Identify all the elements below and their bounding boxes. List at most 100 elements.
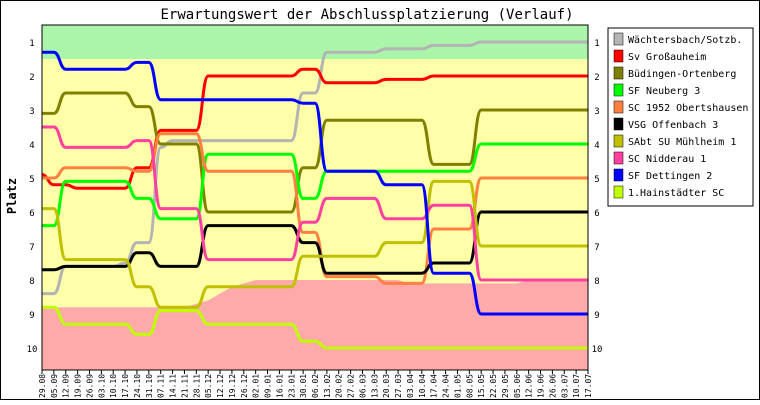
series-line-2 xyxy=(42,91,588,214)
series-line-4 xyxy=(42,132,588,285)
x-tick-label: 17.04 xyxy=(430,374,439,398)
series-line-9 xyxy=(42,305,588,350)
x-tick-label: 26.12 xyxy=(240,374,249,398)
legend-swatch xyxy=(613,185,624,199)
x-tick-label: 17.10 xyxy=(121,374,130,398)
legend-swatch xyxy=(613,151,624,165)
chart-title: Erwartungswert der Abschlussplatzierung … xyxy=(160,7,573,23)
legend-label: Büdingen-Ortenberg xyxy=(628,69,736,80)
x-tick-label: 29.05 xyxy=(501,374,510,398)
x-tick-label: 05.12 xyxy=(204,374,213,398)
y-tick-label-left: 10 xyxy=(27,345,38,355)
x-tick-label: 13.02 xyxy=(323,374,332,398)
y-tick-label-right: 1 xyxy=(594,39,599,49)
x-tick-label: 08.05 xyxy=(465,374,474,398)
x-tick-label: 19.09 xyxy=(74,374,83,398)
legend-label: SC 1952 Obertshausen xyxy=(628,103,748,114)
y-tick-label-left: 6 xyxy=(29,209,34,219)
y-tick-label-right: 2 xyxy=(594,73,599,83)
x-tick-label: 27.02 xyxy=(347,374,356,398)
x-tick-label: 13.03 xyxy=(370,374,379,398)
series-line-5 xyxy=(42,210,588,275)
x-tick-label: 19.06 xyxy=(537,374,546,398)
series-line-8 xyxy=(42,50,588,316)
x-tick-label: 10.07 xyxy=(572,374,581,398)
x-tick-label: 31.10 xyxy=(145,374,154,398)
y-tick-label-right: 7 xyxy=(594,243,599,253)
x-tick-label: 19.12 xyxy=(228,374,237,398)
y-tick-label-left: 2 xyxy=(29,73,34,83)
series-line-0 xyxy=(41,40,588,296)
y-tick-label-left: 1 xyxy=(29,39,34,49)
x-tick-label: 02.01 xyxy=(252,374,261,398)
legend-swatch xyxy=(613,66,624,80)
x-tick-label: 01.05 xyxy=(453,374,462,398)
legend-label: SF Neuberg 3 xyxy=(628,86,700,97)
legend-label: SC Nidderau 1 xyxy=(628,154,706,165)
y-tick-label-right: 10 xyxy=(592,345,603,355)
x-tick-label: 03.04 xyxy=(406,374,415,398)
y-tick-label-right: 5 xyxy=(594,175,599,185)
series-lines xyxy=(41,40,588,350)
series-line-3 xyxy=(42,142,588,228)
legend-box xyxy=(607,27,754,207)
y-tick-label-right: 6 xyxy=(594,209,599,219)
legend-label: SAbt SU Mühlheim 1 xyxy=(628,137,736,148)
y-tick-label-right: 8 xyxy=(594,277,599,287)
zone-mid xyxy=(42,59,588,308)
x-tick-label: 03.10 xyxy=(97,374,106,398)
y-tick-label-left: 4 xyxy=(29,141,34,151)
y-tick-label-left: 9 xyxy=(29,311,34,321)
x-tick-label: 28.11 xyxy=(192,374,201,398)
legend-swatch xyxy=(613,100,624,114)
x-tick-label: 26.06 xyxy=(548,374,557,398)
y-tick-label-right: 9 xyxy=(594,311,599,321)
x-tick-label: 22.05 xyxy=(489,374,498,398)
legend-label: 1.Hainstädter SC xyxy=(628,188,724,199)
x-tick-label: 23.01 xyxy=(287,374,296,398)
x-tick-label: 03.07 xyxy=(560,374,569,398)
x-tick-label: 26.09 xyxy=(85,374,94,398)
legend-label: Sv Großauheim xyxy=(628,52,706,63)
x-tick-label: 20.02 xyxy=(335,374,344,398)
x-tick-label: 05.09 xyxy=(50,374,59,398)
x-tick-label: 10.04 xyxy=(418,374,427,398)
y-tick-label-left: 8 xyxy=(29,277,34,287)
x-tick-label: 09.01 xyxy=(264,374,273,398)
x-tick-label: 24.04 xyxy=(442,374,451,398)
legend-swatch xyxy=(613,168,624,182)
y-tick-label-right: 4 xyxy=(594,141,599,151)
legend-swatch xyxy=(613,49,624,63)
y-tick-label-left: 3 xyxy=(29,107,34,117)
series-line-7 xyxy=(42,125,588,282)
x-tick-label: 12.09 xyxy=(62,374,71,398)
x-tick-label: 30.01 xyxy=(299,374,308,398)
y-tick-label-left: 7 xyxy=(29,243,34,253)
x-tick-label: 07.11 xyxy=(157,374,166,398)
x-tick-label: 20.03 xyxy=(382,374,391,398)
x-tick-label: 29.08 xyxy=(38,374,47,398)
legend-swatch xyxy=(613,117,624,131)
legend-label: SF Dettingen 2 xyxy=(628,171,712,182)
x-tick-label: 17.07 xyxy=(584,374,593,398)
legend-swatch xyxy=(613,32,624,46)
x-tick-label: 15.05 xyxy=(477,374,486,398)
x-tick-label: 21.11 xyxy=(180,374,189,398)
y-tick-label-right: 3 xyxy=(594,107,599,117)
x-tick-label: 06.02 xyxy=(311,374,320,398)
x-tick-label: 05.06 xyxy=(513,374,522,398)
x-tick-label: 12.06 xyxy=(525,374,534,398)
x-tick-label: 27.03 xyxy=(394,374,403,398)
x-tick-label: 14.11 xyxy=(169,374,178,398)
y-tick-label-left: 5 xyxy=(29,175,34,185)
legend-label: VSG Offenbach 3 xyxy=(628,120,718,131)
series-line-6 xyxy=(42,179,588,309)
legend-swatch xyxy=(613,134,624,148)
legend-swatch xyxy=(613,83,624,97)
plot-frame xyxy=(41,24,589,371)
x-tick-label: 16.01 xyxy=(275,374,284,398)
x-tick-label: 24.10 xyxy=(133,374,142,398)
